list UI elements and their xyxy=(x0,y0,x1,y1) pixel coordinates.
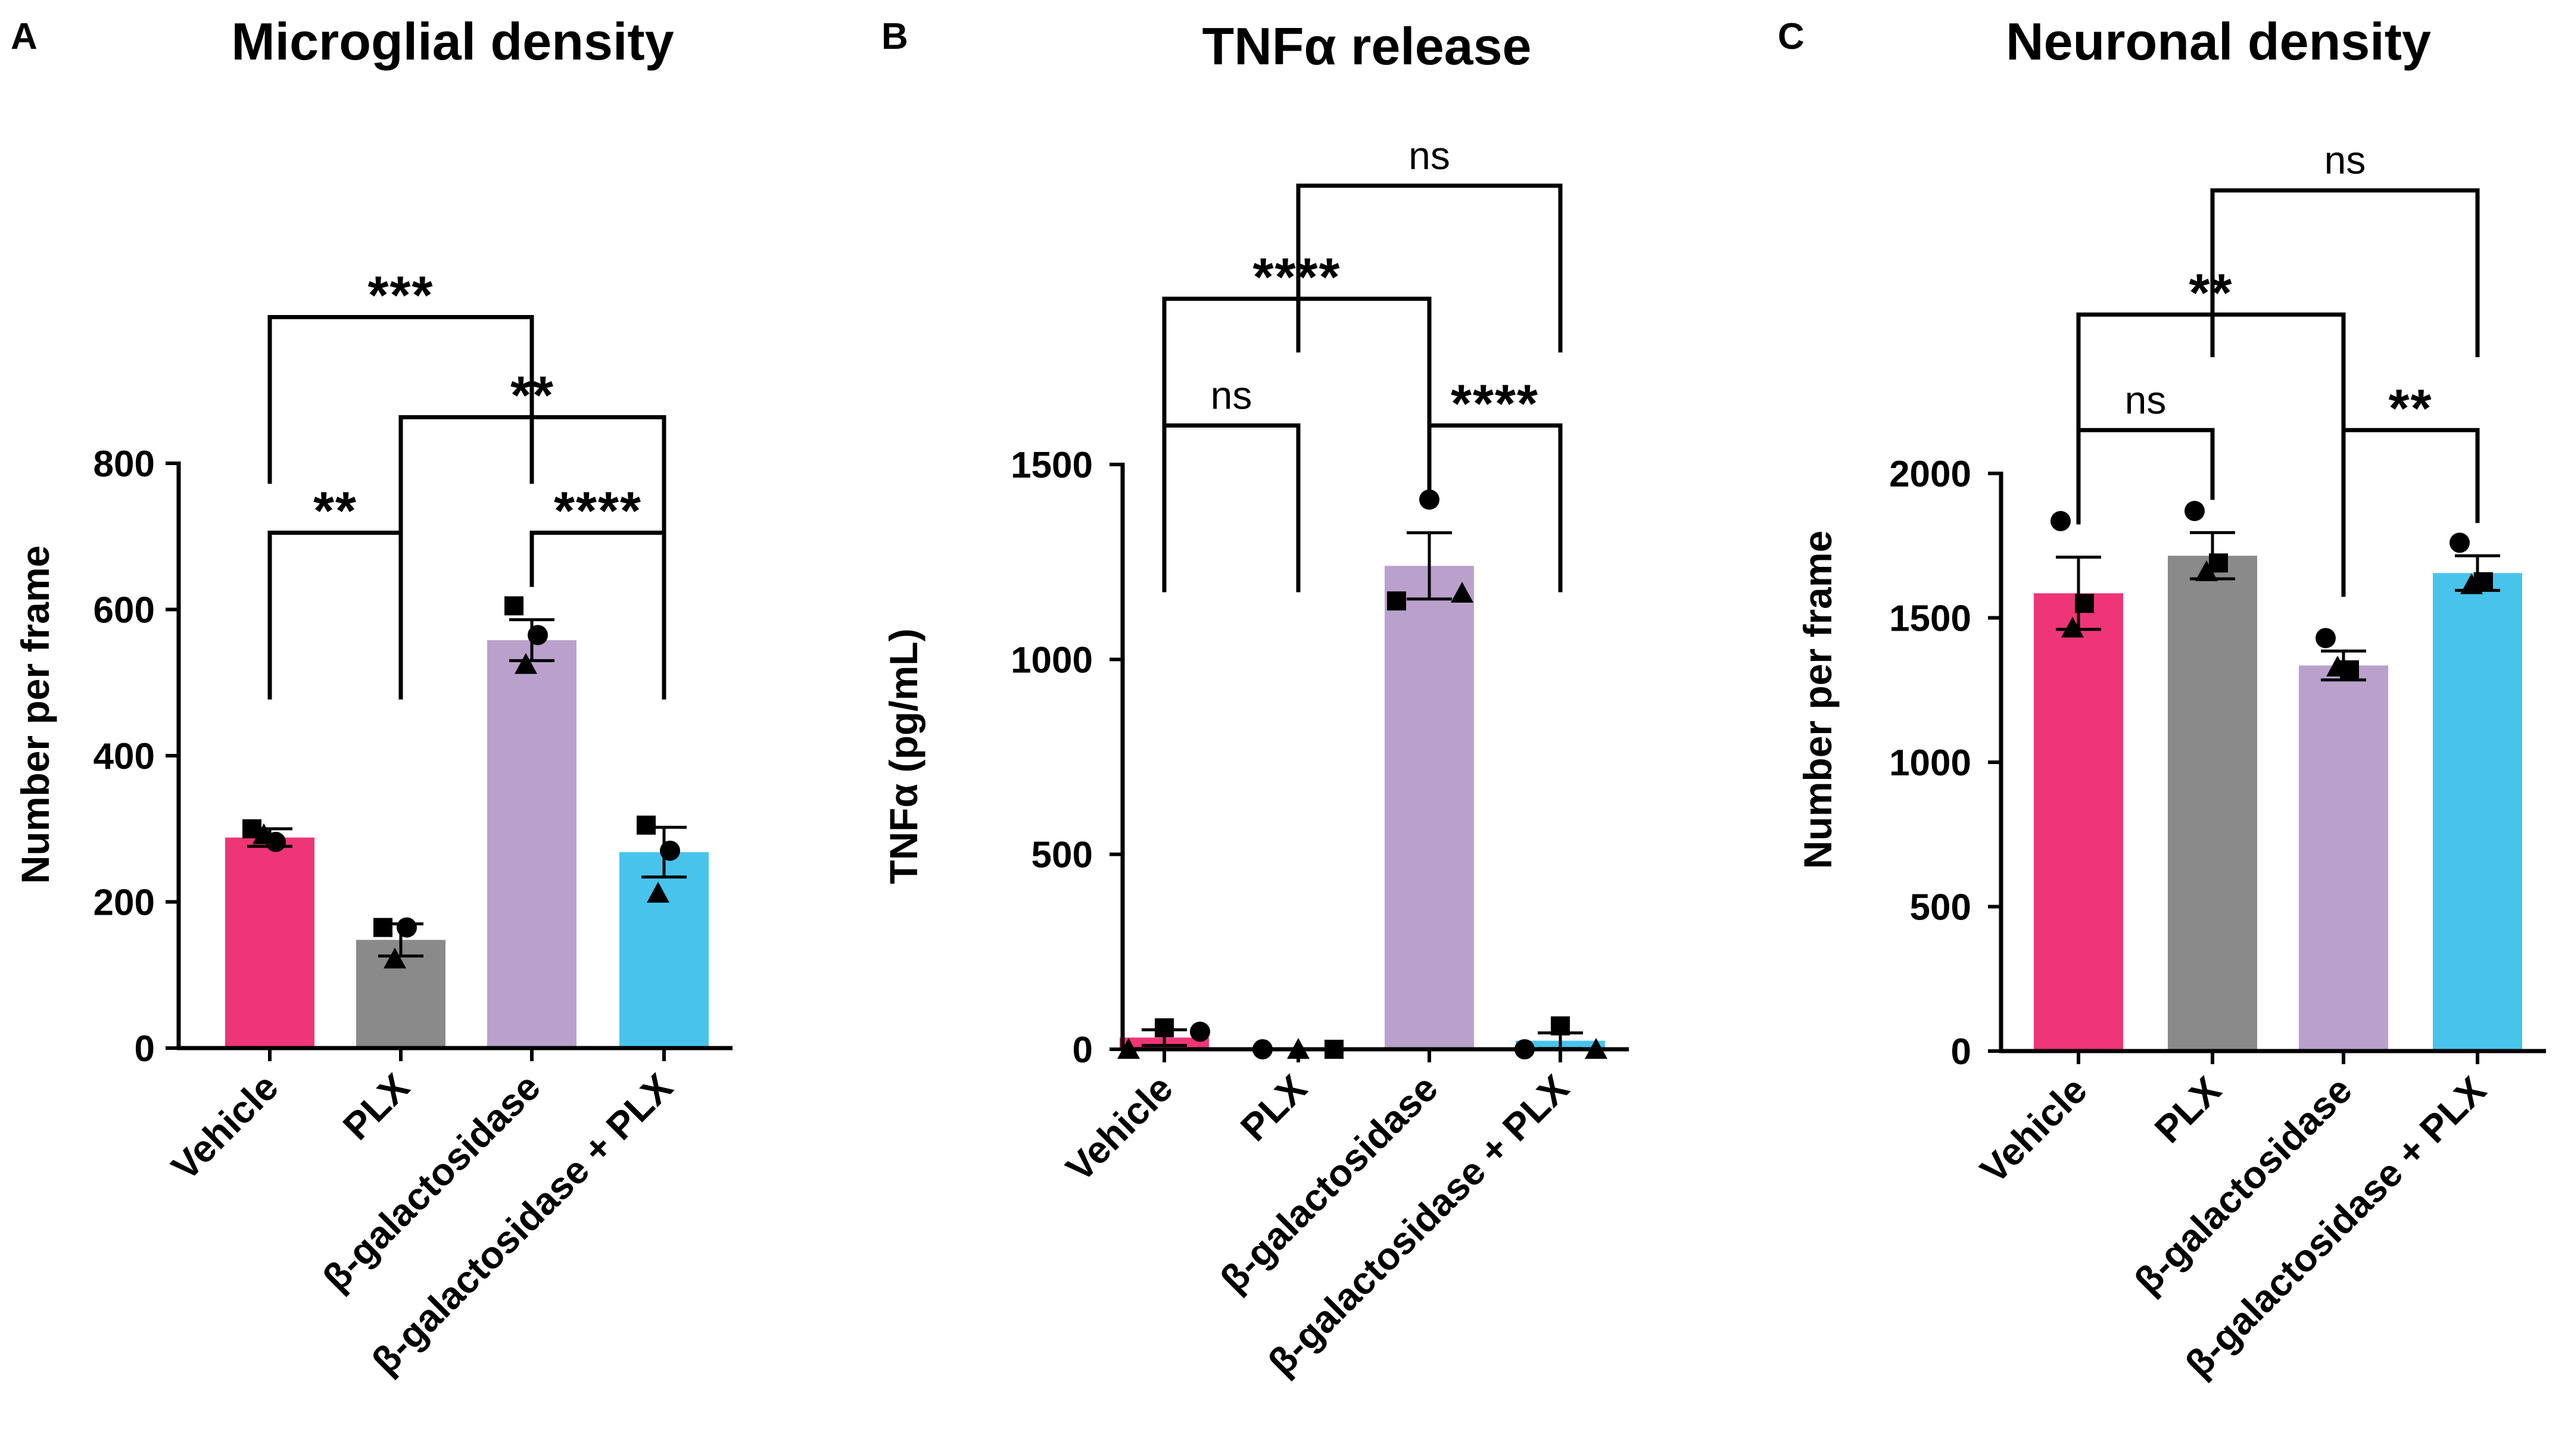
y-tick-label: 2000 xyxy=(1889,454,1971,495)
panel-c: C Neuronal density Number per frame 0 500… xyxy=(1778,12,2546,1386)
data-point-circle xyxy=(528,625,548,646)
data-point-circle xyxy=(2450,532,2470,553)
significance-label: *** xyxy=(367,266,434,326)
chart-title-microglial-density: Microglial density xyxy=(231,12,674,71)
data-point-triangle xyxy=(1451,582,1473,603)
data-point-triangle xyxy=(515,653,537,674)
bar-plx xyxy=(2168,556,2257,1051)
data-point-triangle xyxy=(2061,616,2084,638)
y-tick-label: 1000 xyxy=(1011,640,1093,681)
x-tick-label-vehicle: Vehicle xyxy=(163,1065,286,1189)
significance-bracket xyxy=(1427,423,1563,593)
data-point-square xyxy=(373,918,392,937)
y-tick-label: 500 xyxy=(1031,835,1093,876)
y-axis-label: TNFα (pg/mL) xyxy=(881,628,925,884)
x-tick-label-plx: PLX xyxy=(2146,1068,2229,1151)
y-axis-label: Number per frame xyxy=(13,545,57,884)
y-tick-label: 1500 xyxy=(1011,445,1093,486)
bar-vehicle xyxy=(225,837,314,1048)
significance-bracket xyxy=(2341,428,2480,597)
data-point-triangle xyxy=(2326,655,2349,676)
significance-bracket xyxy=(2076,312,2346,482)
significance-bracket xyxy=(1162,423,1301,593)
significance-label: ** xyxy=(313,482,357,541)
bar-beta-galactosidase-plx xyxy=(619,852,709,1048)
y-tick-label: 200 xyxy=(94,883,155,924)
panel-a: A Microglial density Number per frame 0 2… xyxy=(11,12,733,1383)
significance-label: ns xyxy=(2324,138,2366,182)
bar-beta-galactosidase-plx xyxy=(2433,573,2522,1051)
significance-label: ns xyxy=(1408,133,1450,177)
panel-letter-b: B xyxy=(881,16,908,57)
chart-title-tnfa-release: TNFα release xyxy=(1202,17,1531,76)
significance-label: **** xyxy=(1252,248,1341,307)
panel-letter-c: C xyxy=(1778,16,1805,57)
panel-b: B TNFα release TNFα (pg/mL) 0 500 1000 1500… xyxy=(881,16,1629,1384)
chart-title-neuronal-density: Neuronal density xyxy=(2006,12,2431,71)
data-point-triangle xyxy=(384,947,406,969)
data-point-triangle xyxy=(2195,560,2218,581)
data-point-square xyxy=(504,596,523,616)
significance-bracket xyxy=(267,315,534,484)
y-tick-label: 800 xyxy=(94,444,155,485)
y-tick-label: 0 xyxy=(1073,1030,1093,1071)
significance-label: **** xyxy=(554,482,642,541)
y-tick-label: 600 xyxy=(94,590,155,631)
bar-beta-galactosidase xyxy=(1385,566,1474,1049)
x-tick-label-vehicle: Vehicle xyxy=(1972,1068,2095,1192)
bar-plx xyxy=(356,940,445,1048)
data-point-square xyxy=(1155,1018,1174,1037)
significance-label: ** xyxy=(2388,379,2432,438)
significance-bracket xyxy=(2210,188,2480,357)
bar-beta-galactosidase xyxy=(2299,665,2388,1051)
data-point-circle xyxy=(660,840,680,861)
data-point-circle xyxy=(1190,1021,1210,1042)
significance-bracket xyxy=(398,415,666,584)
significance-bracket xyxy=(1296,183,1563,353)
y-axis-label: Number per frame xyxy=(1796,531,1840,869)
significance-label: ns xyxy=(1211,373,1252,417)
significance-label: **** xyxy=(1451,375,1539,434)
data-point-triangle xyxy=(647,881,669,903)
y-tick-label: 0 xyxy=(135,1028,155,1070)
y-tick-label: 500 xyxy=(1910,887,1971,928)
y-tick-label: 400 xyxy=(94,736,155,777)
data-point-triangle xyxy=(2460,573,2483,594)
data-point-square xyxy=(2209,553,2228,573)
data-point-circle xyxy=(397,917,417,938)
significance-bracket xyxy=(267,531,403,700)
significance-bracket xyxy=(1162,297,1432,466)
data-point-square xyxy=(637,815,656,835)
significance-label: ns xyxy=(2125,378,2167,422)
data-point-circle xyxy=(2184,501,2205,522)
panel-letter-a: A xyxy=(11,16,38,57)
data-point-circle xyxy=(2316,628,2336,649)
bar-beta-galactosidase xyxy=(487,640,576,1048)
data-point-triangle xyxy=(253,823,275,844)
y-tick-label: 0 xyxy=(1951,1031,1971,1072)
x-tick-label-beta-galactosidase: β-galactosidase xyxy=(1212,1067,1446,1301)
bar-vehicle xyxy=(2034,593,2123,1051)
y-tick-label: 1500 xyxy=(1889,598,1971,640)
x-tick-label-beta-galactosidase: β-galactosidase xyxy=(314,1065,549,1299)
significance-label: ** xyxy=(2189,263,2233,323)
data-point-square xyxy=(1387,591,1406,611)
x-tick-label-plx: PLX xyxy=(335,1065,417,1148)
y-tick-label: 1000 xyxy=(1889,743,1971,784)
data-point-circle xyxy=(2050,511,2071,532)
data-point-square xyxy=(1551,1016,1570,1036)
x-tick-label-plx: PLX xyxy=(1232,1067,1315,1149)
significance-bracket xyxy=(2076,428,2215,525)
data-point-square xyxy=(2075,594,2094,613)
significance-label: ** xyxy=(510,366,554,426)
x-tick-label-vehicle: Vehicle xyxy=(1058,1067,1181,1190)
significance-bracket xyxy=(529,531,666,700)
